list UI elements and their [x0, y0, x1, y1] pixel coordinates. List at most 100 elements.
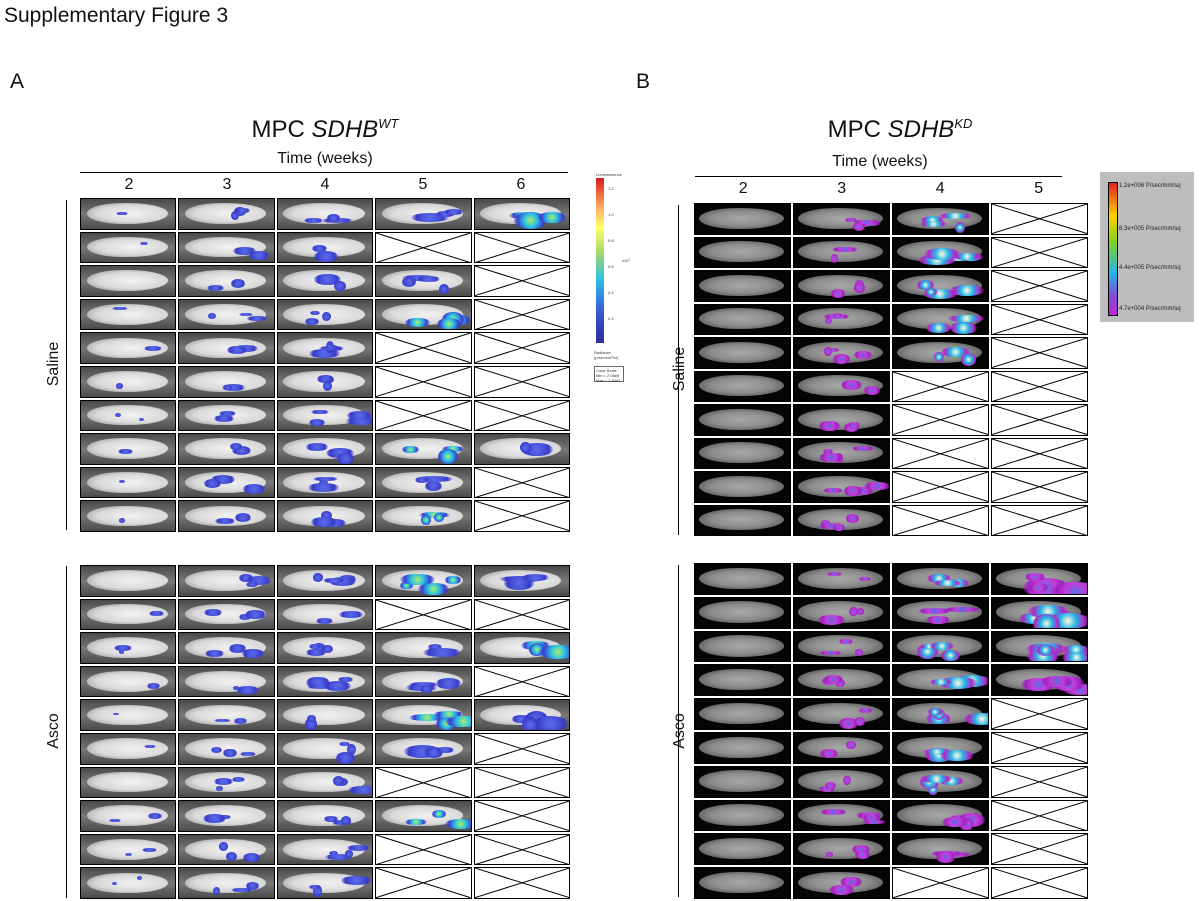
signal-spot [1033, 613, 1060, 628]
mouse-silhouette [185, 303, 267, 325]
signal-spot [111, 881, 118, 886]
signal-spot [310, 517, 338, 528]
signal-spot [537, 211, 566, 223]
signal-spot [346, 411, 373, 421]
signal-spot [346, 844, 370, 851]
panel-a-asco-no-image-cell [375, 598, 472, 631]
signal-spot [325, 853, 352, 860]
panel-a-asco-mouse-image [80, 632, 177, 664]
signal-spot [929, 679, 952, 686]
panel-a-saline-no-image-cell [473, 399, 570, 432]
mouse-silhouette [797, 567, 884, 590]
panel-a-asco-mouse-image [375, 565, 472, 597]
signal-spot [1040, 676, 1073, 688]
signal-spot [113, 712, 120, 716]
signal-spot [207, 285, 225, 292]
signal-spot [234, 718, 247, 725]
panel-b-saline-no-image-cell [991, 504, 1088, 536]
empty-cross-icon [475, 401, 569, 431]
signal-spot [203, 813, 227, 824]
panel-b-saline-no-image-cell [892, 404, 989, 436]
signal-spot [309, 643, 322, 650]
panel-a-asco-no-image-cell [473, 665, 570, 698]
signal-spot [119, 650, 124, 655]
signal-spot [243, 852, 261, 863]
signal-spot [402, 276, 417, 287]
mouse-silhouette [698, 601, 785, 623]
mouse-silhouette [698, 475, 785, 497]
signal-spot [939, 749, 975, 762]
signal-spot [203, 478, 221, 489]
panel-b-asco-mouse-image [694, 596, 791, 629]
empty-cross-icon [992, 699, 1087, 729]
panel-a-asco-mouse-image [276, 665, 374, 698]
empty-cross-icon [992, 439, 1087, 469]
signal-spot [310, 310, 321, 316]
empty-cross-icon [475, 667, 569, 697]
empty-cross-icon [376, 333, 470, 363]
signal-spot [1036, 644, 1055, 656]
signal-spot [346, 417, 373, 425]
panel-a-saline-mouse-image [375, 265, 472, 297]
signal-spot [854, 350, 873, 360]
signal-spot [229, 644, 247, 653]
panel-b-asco-mouse-image [793, 664, 890, 697]
empty-cross-icon [893, 868, 988, 898]
signal-spot [303, 217, 324, 224]
panel-a-asco-mouse-image [178, 800, 275, 832]
panel-b-saline-mouse-image [892, 203, 989, 235]
signal-spot [338, 677, 353, 683]
mouse-silhouette [86, 337, 168, 359]
panel-a-asco-no-image-cell [375, 766, 472, 799]
empty-cross-icon [475, 835, 569, 865]
signal-spot [312, 476, 338, 481]
panel-a-asco-mouse-image [375, 699, 472, 731]
signal-spot [539, 644, 569, 660]
panel-a-asco-grid [80, 565, 570, 899]
panel-a-asco-mouse-image [276, 598, 374, 631]
empty-cross-icon [376, 835, 470, 865]
panel-b-scale-label: 4.7e+004 P/sec/mm/sq [1119, 306, 1181, 312]
panel-a-saline-mouse-image [80, 433, 177, 465]
signal-spot [938, 213, 972, 219]
panel-b-asco-mouse-image [892, 833, 989, 866]
panel-a-saline-no-image-cell [473, 332, 570, 364]
empty-cross-icon [992, 372, 1087, 402]
panel-a-saline-mouse-image [178, 399, 275, 432]
panel-a-asco-mouse-image [178, 867, 275, 899]
panel-a-asco-mouse-image [178, 598, 275, 631]
panel-b-saline-bracket [678, 205, 679, 535]
signal-spot [309, 884, 320, 890]
panel-b-saline-no-image-cell [991, 437, 1088, 469]
signal-spot [222, 748, 237, 758]
panel-b-asco-mouse-image [793, 867, 890, 899]
panel-b-saline-mouse-image [793, 370, 890, 402]
panel-a-asco-mouse-image [80, 598, 177, 631]
panel-a-scale-max: Max = 1.40e7 [596, 378, 621, 383]
signal-spot [231, 445, 252, 456]
signal-spot [818, 421, 841, 431]
panel-b-saline-mouse-image [694, 370, 791, 402]
signal-spot [920, 216, 944, 225]
panel-a-saline-mouse-image [276, 265, 374, 297]
mouse-silhouette [185, 270, 267, 292]
signal-spot [830, 254, 838, 263]
signal-spot [1062, 644, 1087, 654]
panel-b-asco-mouse-image [991, 596, 1088, 629]
signal-spot [849, 606, 858, 616]
panel-a-asco-mouse-image [473, 632, 570, 664]
empty-cross-icon [475, 768, 569, 798]
empty-cross-icon [376, 401, 470, 431]
signal-spot [852, 222, 866, 232]
panel-a-saline-mouse-image [276, 466, 374, 499]
signal-spot [143, 346, 162, 352]
panel-b-saline-mouse-image [793, 303, 890, 335]
signal-spot [826, 571, 842, 576]
panel-b-week-label: 4 [935, 180, 945, 197]
signal-spot [210, 475, 236, 485]
panel-a-saline-no-image-cell [473, 265, 570, 297]
signal-spot [840, 380, 863, 391]
panel-a-scale-tick: 0.8 [608, 238, 614, 243]
signal-spot [817, 615, 845, 625]
panel-b-week-label: 2 [738, 180, 748, 197]
